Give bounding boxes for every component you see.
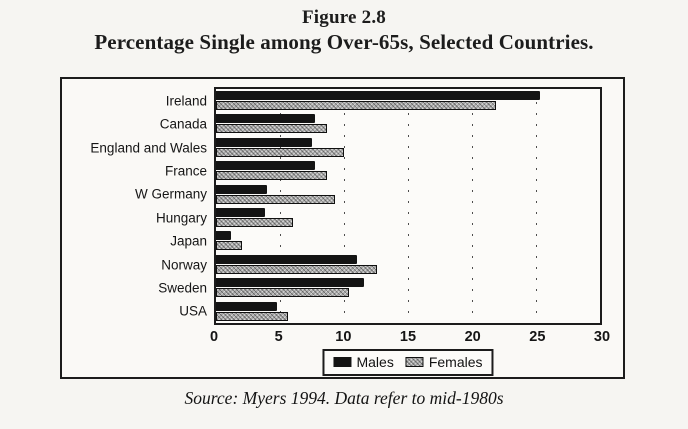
- bar-row: Hungary: [156, 206, 600, 229]
- male-bar: [216, 254, 357, 264]
- female-bar: [216, 194, 336, 204]
- x-tick-label: 20: [464, 329, 481, 345]
- male-bar: [216, 184, 268, 194]
- legend: Males Females: [322, 349, 494, 376]
- gridline: [536, 91, 537, 321]
- country-label: Japan: [170, 233, 207, 249]
- females-legend-label: Females: [428, 354, 483, 370]
- gridline: [408, 91, 409, 321]
- x-tick-label: 30: [593, 329, 611, 345]
- x-tick-label: 15: [399, 329, 417, 345]
- female-bar: [216, 147, 344, 157]
- bar-row: England and Wales: [90, 136, 600, 159]
- x-tick-label: 10: [335, 329, 352, 345]
- source-note: Source: Myers 1994. Data refer to mid-19…: [184, 388, 504, 408]
- male-bar: [216, 231, 232, 241]
- females-swatch-icon: [405, 357, 424, 367]
- gridline: [472, 91, 473, 321]
- gridline: [344, 91, 345, 321]
- female-bar: [216, 171, 328, 181]
- x-tick-label: 5: [274, 329, 283, 345]
- bar-row: Norway: [161, 253, 600, 276]
- chart-frame: Ireland Canada England and Wales France W Ge…: [60, 77, 625, 379]
- female-bar: [216, 241, 242, 251]
- legend-item-males: Males: [333, 354, 394, 370]
- country-label: Canada: [159, 116, 207, 132]
- female-bar: [216, 218, 293, 228]
- bar-row: France: [165, 159, 600, 182]
- female-bar: [216, 124, 328, 134]
- female-bar: [216, 101, 497, 110]
- plot-area: Ireland Canada England and Wales France W Ge…: [90, 87, 602, 325]
- bar-row: W Germany: [135, 183, 600, 206]
- country-label: Hungary: [155, 210, 207, 226]
- country-label: Norway: [161, 257, 207, 273]
- country-label: USA: [179, 303, 207, 319]
- male-bar: [216, 301, 278, 311]
- country-label: France: [164, 163, 207, 179]
- legend-item-females: Females: [405, 354, 483, 370]
- males-legend-label: Males: [356, 354, 394, 370]
- female-bar: [216, 311, 288, 321]
- gridlines: [216, 89, 600, 323]
- x-tick-label: 0: [209, 329, 219, 345]
- bar-row: Japan: [170, 229, 600, 252]
- bar-row: Canada: [160, 112, 600, 135]
- country-label: Ireland: [165, 93, 207, 109]
- figure-number: Figure 2.8: [302, 7, 386, 28]
- x-axis-ticks: 0 5 10 15 20 25 30: [210, 329, 610, 347]
- male-bar: [216, 208, 265, 218]
- male-bar: [216, 161, 315, 171]
- figure-title: Percentage Single among Over-65s, Select…: [94, 30, 594, 54]
- bar-rows: Ireland Canada England and Wales France W Ge…: [90, 89, 600, 323]
- gridline: [280, 91, 281, 321]
- bar-row: USA: [179, 300, 600, 323]
- male-bar: [216, 137, 312, 147]
- male-bar: [216, 278, 365, 288]
- female-bar: [216, 264, 378, 274]
- males-swatch-icon: [333, 357, 352, 367]
- country-label: Sweden: [158, 280, 207, 296]
- bar-row: Ireland: [166, 89, 600, 112]
- male-bar: [216, 91, 540, 100]
- male-bar: [216, 114, 315, 124]
- country-label: W Germany: [134, 186, 207, 202]
- x-tick-label: 25: [529, 329, 546, 345]
- country-label: England and Wales: [90, 140, 207, 156]
- bar-row: Sweden: [158, 276, 600, 299]
- female-bar: [216, 288, 350, 298]
